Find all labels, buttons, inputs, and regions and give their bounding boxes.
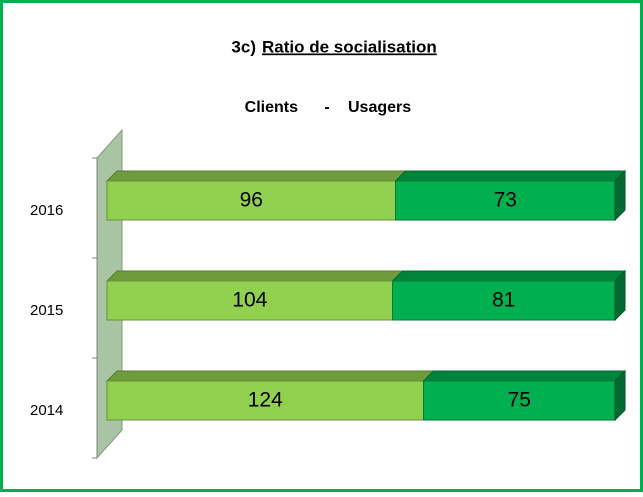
data-label: 81 [492,289,515,312]
data-label: 73 [494,189,517,212]
title-prefix: 3c) [231,37,256,56]
data-label: 75 [508,389,531,412]
bar [106,380,425,421]
bar [106,280,394,321]
chart-title: Ratio de socialisation [262,37,437,56]
bar-top [105,170,407,182]
bar [106,180,397,221]
bar-top [105,270,404,282]
bar [392,280,616,321]
legend-label: Clients [245,99,298,116]
y-tick-label: 2016 [30,202,63,219]
bar-top [394,170,627,182]
data-label: 104 [232,289,267,312]
bar [395,180,616,221]
y-tick-label: 2014 [30,402,63,419]
axis-ticks [92,157,98,459]
bar-top [422,370,627,382]
bar [423,380,616,421]
y-tick-label: 2015 [30,302,63,319]
bar-side [614,369,626,422]
bar-top [391,270,627,282]
bar-side [614,169,626,222]
data-label: 124 [248,389,283,412]
legend-separator: - [324,99,329,116]
bar-side [614,269,626,322]
data-label: 96 [240,189,263,212]
bar-top [105,370,435,382]
legend-label: Usagers [348,99,411,116]
